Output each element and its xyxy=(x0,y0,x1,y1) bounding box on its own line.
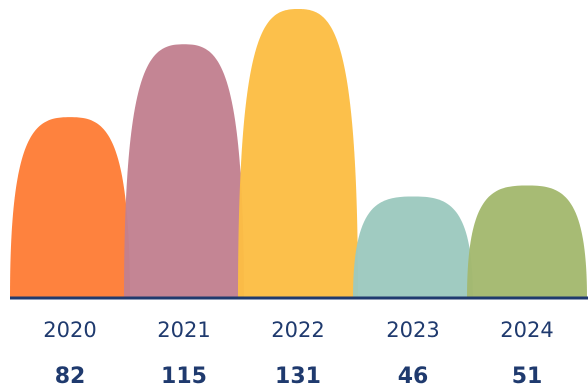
data-label-2020: 82 xyxy=(55,364,86,389)
tick-label-2022: 2022 xyxy=(271,318,324,342)
bar-2024 xyxy=(467,185,587,298)
tick-label-2023: 2023 xyxy=(386,318,439,342)
tick-label-2020: 2020 xyxy=(43,318,96,342)
bars-group xyxy=(10,9,587,298)
bar-2023 xyxy=(353,196,473,298)
tick-label-2021: 2021 xyxy=(157,318,210,342)
data-label-2022: 131 xyxy=(275,364,321,389)
data-label-2021: 115 xyxy=(161,364,207,389)
year-labels-group: 2020 2021 2022 2023 2024 xyxy=(43,318,553,342)
bar-2020 xyxy=(10,117,130,298)
data-label-2024: 51 xyxy=(512,364,543,389)
data-label-2023: 46 xyxy=(398,364,429,389)
bar-2021 xyxy=(124,44,244,298)
tick-label-2024: 2024 xyxy=(500,318,553,342)
value-labels-group: 82 115 131 46 51 xyxy=(55,364,543,389)
bar-2022 xyxy=(238,9,358,298)
